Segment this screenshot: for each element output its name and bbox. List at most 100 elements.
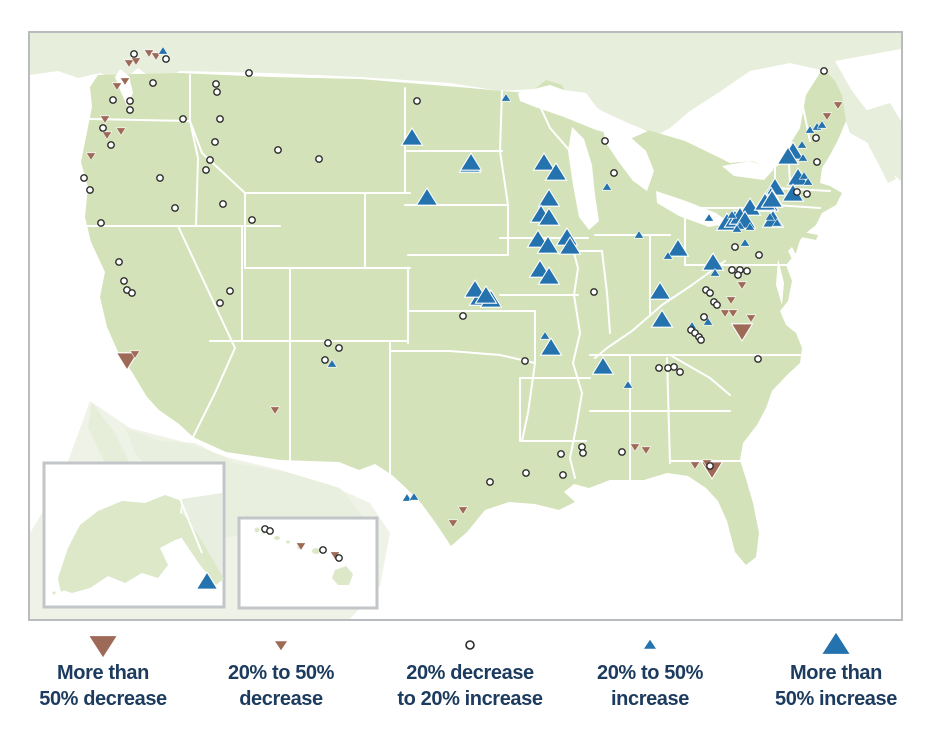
marker-more-than-50-increase: [544, 162, 568, 181]
marker-20-decrease-to-20-increase: [80, 174, 88, 182]
marker-more-than-50-increase: [539, 337, 563, 356]
us-map-frame: [28, 31, 903, 621]
20-decrease-to-20-increase-icon: [370, 630, 570, 660]
marker-20-decrease-to-20-increase: [812, 134, 820, 142]
marker-20-decrease-to-20-increase: [130, 50, 138, 58]
marker-20-decrease-to-20-increase: [697, 336, 705, 344]
marker-20-decrease-to-20-increase: [728, 266, 736, 274]
marker-20-decrease-to-20-increase: [216, 299, 224, 307]
marker-20-decrease-to-20-increase: [202, 166, 210, 174]
marker-20-decrease-to-20-increase: [206, 156, 214, 164]
marker-20-to-50-increase: [744, 222, 756, 231]
marker-20-to-50-decrease: [447, 519, 459, 528]
marker-20-decrease-to-20-increase: [162, 55, 170, 63]
marker-20-decrease-to-20-increase: [324, 339, 332, 347]
marker-more-than-50-increase: [532, 152, 556, 171]
marker-20-to-50-decrease: [719, 309, 731, 318]
marker-20-to-50-increase: [796, 140, 808, 149]
marker-20-to-50-increase: [702, 317, 714, 326]
marker-20-decrease-to-20-increase: [813, 158, 821, 166]
marker-20-decrease-to-20-increase: [670, 363, 678, 371]
marker-20-to-50-increase: [797, 153, 809, 162]
marker-20-decrease-to-20-increase: [248, 216, 256, 224]
marker-20-to-50-increase: [157, 46, 169, 55]
legend-label: 20% to 50% increase: [596, 662, 704, 710]
marker-20-decrease-to-20-increase: [212, 80, 220, 88]
marker-20-decrease-to-20-increase: [126, 97, 134, 105]
marker-20-to-50-increase: [731, 224, 743, 233]
marker-20-to-50-increase: [539, 331, 551, 340]
marker-20-decrease-to-20-increase: [803, 190, 811, 198]
marker-20-decrease-to-20-increase: [109, 96, 117, 104]
more-than-50-decrease-icon: [3, 630, 203, 660]
legend-label: More than 50% decrease: [39, 662, 167, 710]
marker-more-than-50-decrease: [115, 352, 139, 371]
marker-20-to-50-decrease: [295, 542, 307, 551]
marker-20-to-50-decrease: [629, 443, 641, 452]
marker-20-decrease-to-20-increase: [335, 344, 343, 352]
markers-layer: [80, 46, 844, 590]
marker-20-decrease-to-20-increase: [590, 288, 598, 296]
marker-20-to-50-decrease: [119, 77, 131, 86]
marker-20-decrease-to-20-increase: [618, 448, 626, 456]
marker-more-than-50-increase: [666, 238, 690, 257]
20-to-50-decrease-icon: [181, 630, 381, 660]
marker-20-decrease-to-20-increase: [126, 106, 134, 114]
marker-20-to-50-increase: [709, 268, 721, 277]
marker-20-decrease-to-20-increase: [335, 554, 343, 562]
marker-20-decrease-to-20-increase: [521, 357, 529, 365]
marker-20-to-50-decrease: [745, 314, 757, 323]
legend-label: More than 50% increase: [775, 662, 897, 710]
marker-20-to-50-decrease: [150, 52, 162, 61]
marker-more-than-50-increase: [591, 356, 615, 375]
marker-20-decrease-to-20-increase: [655, 364, 663, 372]
marker-20-decrease-to-20-increase: [128, 289, 136, 297]
marker-20-to-50-decrease: [99, 115, 111, 124]
marker-20-decrease-to-20-increase: [676, 368, 684, 376]
marker-more-than-50-increase: [195, 571, 219, 590]
marker-20-to-50-increase: [771, 218, 783, 227]
marker-20-to-50-decrease: [736, 281, 748, 290]
marker-20-decrease-to-20-increase: [120, 277, 128, 285]
alaska-inset: [42, 461, 226, 609]
legend-item-20-decrease-to-20-increase: 20% decrease to 20% increase: [370, 630, 570, 712]
marker-20-decrease-to-20-increase: [579, 449, 587, 457]
marker-20-decrease-to-20-increase: [522, 469, 530, 477]
marker-20-decrease-to-20-increase: [820, 67, 828, 75]
marker-20-decrease-to-20-increase: [319, 546, 327, 554]
marker-20-decrease-to-20-increase: [226, 287, 234, 295]
marker-more-than-50-increase: [648, 281, 672, 300]
marker-20-decrease-to-20-increase: [156, 174, 164, 182]
marker-20-to-50-increase: [401, 493, 413, 502]
marker-20-to-50-decrease: [727, 309, 739, 318]
hawaii-inset: [237, 516, 379, 610]
marker-20-to-50-decrease: [269, 406, 281, 415]
marker-more-than-50-decrease: [730, 323, 754, 342]
marker-more-than-50-increase: [474, 285, 498, 304]
marker-20-to-50-increase: [802, 177, 814, 186]
marker-20-decrease-to-20-increase: [99, 124, 107, 132]
marker-more-than-50-increase: [537, 188, 561, 207]
marker-more-than-50-increase: [463, 279, 487, 298]
marker-20-decrease-to-20-increase: [610, 169, 618, 177]
marker-20-to-50-decrease: [123, 59, 135, 68]
marker-20-decrease-to-20-increase: [459, 312, 467, 320]
marker-more-than-50-increase: [400, 127, 424, 146]
marker-20-decrease-to-20-increase: [213, 88, 221, 96]
state-borders: [84, 74, 831, 482]
marker-20-to-50-increase: [726, 210, 738, 219]
marker-20-decrease-to-20-increase: [706, 462, 714, 470]
marker-20-decrease-to-20-increase: [266, 527, 274, 535]
marker-20-decrease-to-20-increase: [86, 186, 94, 194]
marker-20-decrease-to-20-increase: [557, 450, 565, 458]
marker-20-to-50-decrease: [111, 82, 123, 91]
marker-20-decrease-to-20-increase: [713, 301, 721, 309]
marker-20-decrease-to-20-increase: [734, 271, 742, 279]
marker-more-than-50-increase: [760, 189, 784, 208]
marker-20-decrease-to-20-increase: [219, 200, 227, 208]
marker-more-than-50-increase: [536, 235, 560, 254]
marker-20-to-50-increase: [500, 93, 512, 102]
marker-20-decrease-to-20-increase: [107, 141, 115, 149]
marker-20-decrease-to-20-increase: [413, 97, 421, 105]
